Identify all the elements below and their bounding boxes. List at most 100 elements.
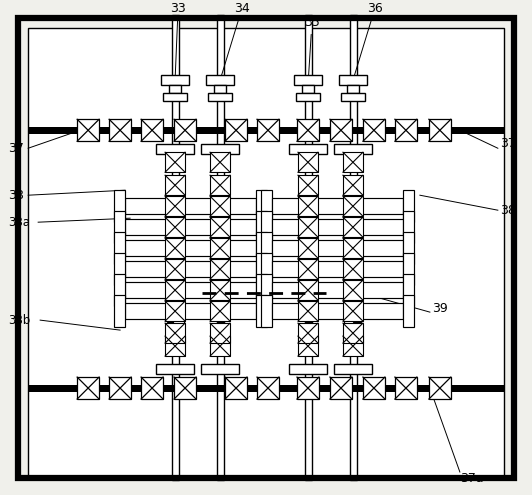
Bar [217,237,224,259]
Bar [261,211,272,243]
Text: 38: 38 [500,204,516,217]
Bar [298,196,318,216]
Text: 38b: 38b [8,314,30,327]
Bar [214,85,226,93]
Bar [343,259,363,279]
Bar [28,385,504,392]
Bar [330,119,352,141]
Bar [114,211,125,243]
Bar [395,119,417,141]
Bar [308,198,344,214]
Bar [261,274,272,306]
Bar [210,323,230,343]
Bar [210,280,230,300]
Bar [353,279,361,301]
Text: 38a: 38a [8,216,30,229]
Bar [161,75,189,85]
Bar [184,198,220,214]
Bar [341,93,365,101]
Bar [256,253,267,285]
Bar [298,336,318,356]
Bar [403,253,414,285]
Bar [210,175,230,195]
Bar [201,144,239,154]
Bar [125,261,167,277]
Bar [114,253,125,285]
Bar [165,175,185,195]
Bar [361,303,403,319]
Bar [403,211,414,243]
Bar [114,295,125,327]
Bar [297,119,319,141]
Bar [173,232,184,264]
Bar [294,75,322,85]
Bar [261,232,272,264]
Bar [167,216,175,238]
Bar [77,377,99,399]
Bar [210,196,230,216]
Bar [308,219,344,235]
Bar [173,274,184,306]
Bar [141,119,163,141]
Bar [184,219,220,235]
Bar [305,258,312,280]
Bar [173,253,184,285]
Bar [28,28,504,478]
Bar [169,85,181,93]
Bar [167,300,175,322]
Bar [334,144,372,154]
Bar [272,219,308,235]
Text: 38: 38 [8,189,24,201]
Bar [210,259,230,279]
Bar [125,240,167,256]
Bar [298,301,318,321]
Bar [173,211,184,243]
Bar [403,190,414,222]
Bar [208,93,232,101]
Bar [361,240,403,256]
Bar [210,336,230,356]
Bar [350,15,357,480]
Bar [220,303,256,319]
Bar [272,282,308,298]
Text: 37: 37 [500,137,516,150]
Bar [343,280,363,300]
Bar [165,323,185,343]
Bar [210,217,230,237]
Bar [343,301,363,321]
Bar [210,301,230,321]
Bar [343,217,363,237]
Bar [344,274,355,306]
Bar [210,152,230,172]
Bar [125,282,167,298]
Bar [272,198,308,214]
Bar [217,258,224,280]
Bar [347,85,359,93]
Bar [305,195,312,217]
Bar [217,279,224,301]
Bar [165,336,185,356]
Bar [330,377,352,399]
Bar [361,261,403,277]
Bar [167,195,175,217]
Bar [109,119,131,141]
Bar [167,279,175,301]
Bar [220,240,256,256]
Bar [289,144,327,154]
Text: 37a: 37a [460,472,484,485]
Bar [261,295,272,327]
Bar [217,195,224,217]
Bar [302,85,314,93]
Bar [308,261,344,277]
Bar [343,238,363,258]
Bar [217,300,224,322]
Bar [125,303,167,319]
Text: 34: 34 [221,2,250,78]
Text: 36: 36 [354,2,383,78]
Bar [225,119,247,141]
Bar [353,258,361,280]
Bar [172,15,179,480]
Bar [363,119,385,141]
Bar [344,253,355,285]
Bar [429,377,451,399]
